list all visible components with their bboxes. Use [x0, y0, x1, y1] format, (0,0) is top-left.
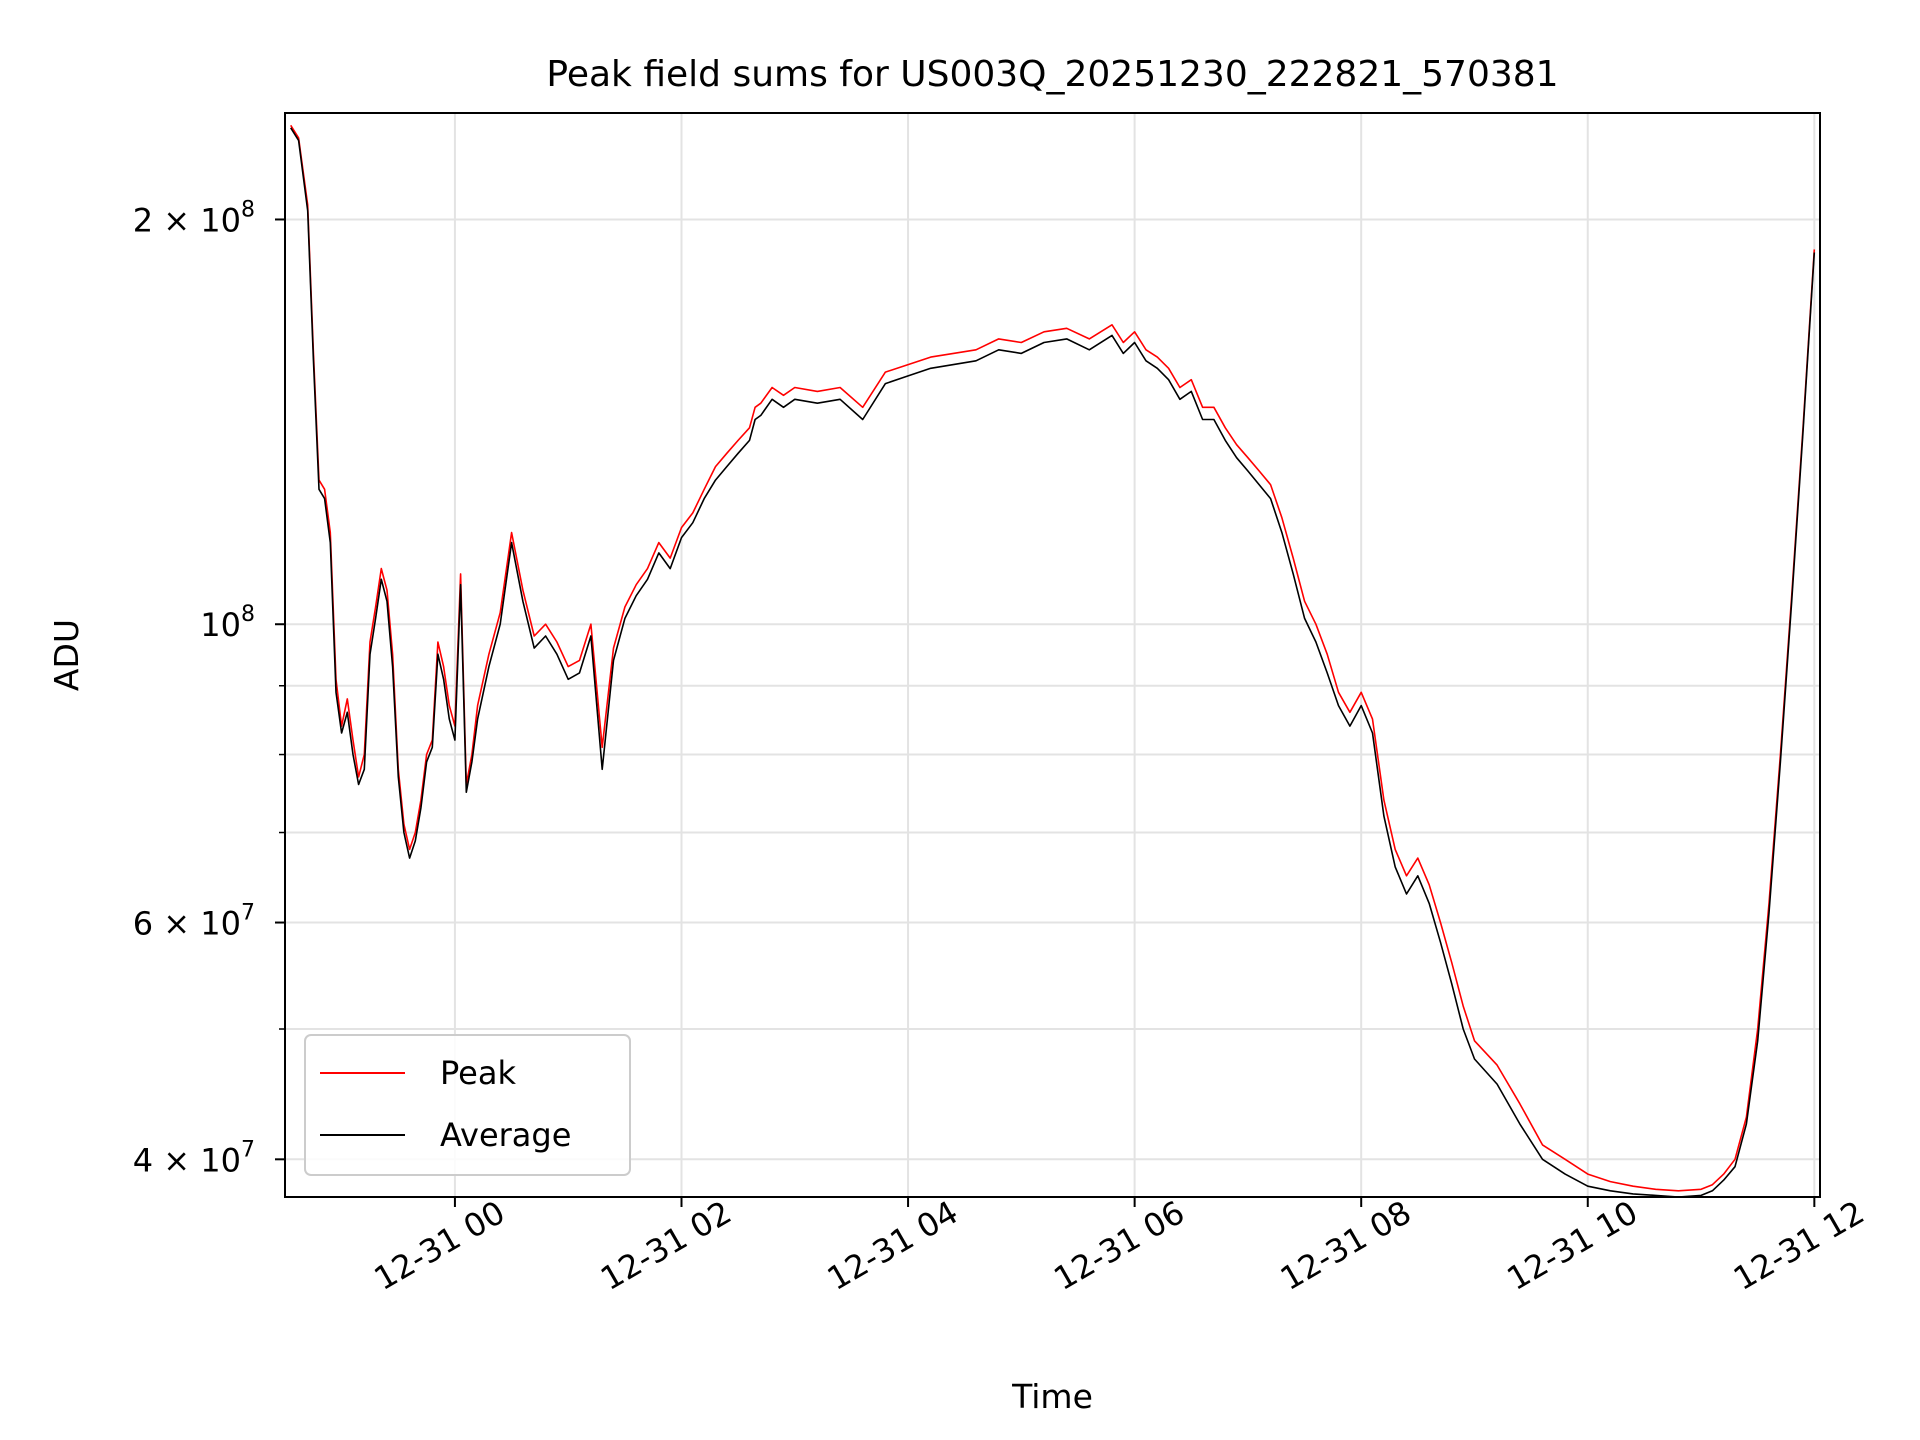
y-axis-label: ADU — [47, 619, 86, 691]
chart-title: Peak field sums for US003Q_20251230_2228… — [546, 54, 1558, 95]
y-tick-label: 4 × 107 — [133, 1137, 255, 1179]
legend: Peak Average — [304, 1034, 631, 1176]
legend-label-peak: Peak — [440, 1054, 516, 1092]
y-tick-label: 108 — [200, 602, 255, 644]
y-tick-label: 2 × 108 — [133, 197, 255, 239]
legend-box — [304, 1034, 631, 1176]
series-line-peak — [290, 124, 1816, 1192]
legend-label-average: Average — [440, 1116, 571, 1154]
y-tick-label: 6 × 107 — [133, 901, 255, 943]
plot-frame — [284, 112, 1821, 1198]
series-line-average — [290, 127, 1816, 1198]
x-axis-label: Time — [1011, 1377, 1093, 1416]
